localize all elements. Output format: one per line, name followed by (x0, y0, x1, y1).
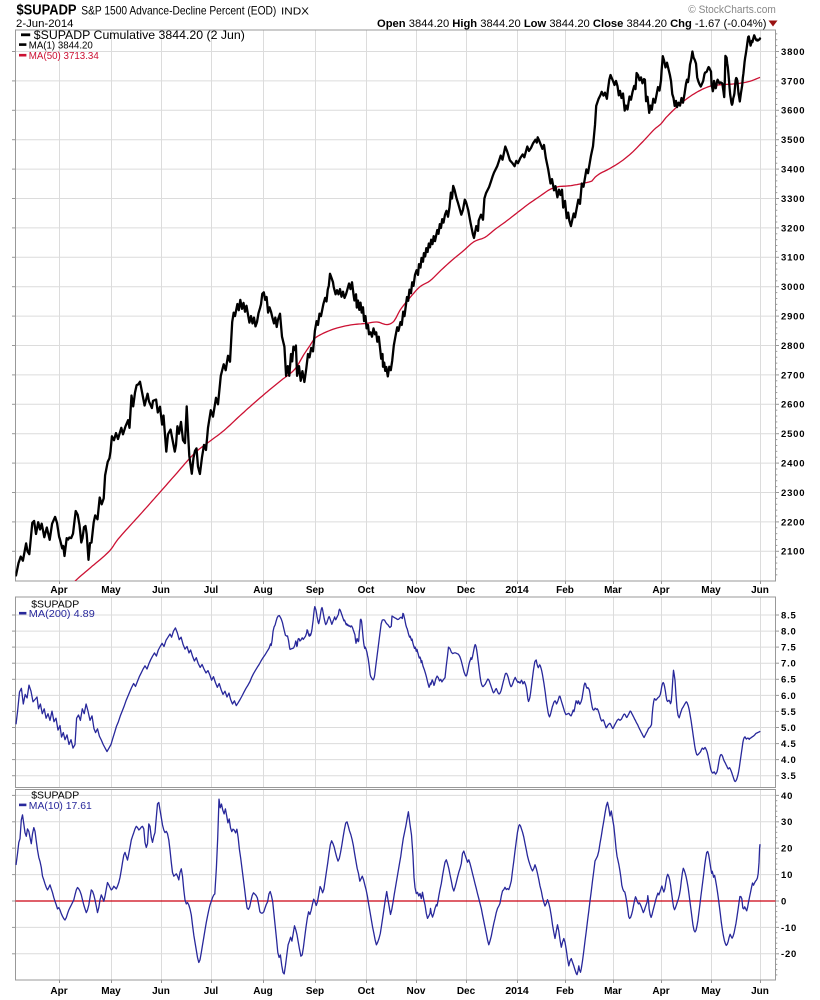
svg-text:2500: 2500 (781, 429, 805, 440)
svg-text:Mar: Mar (604, 585, 622, 596)
svg-text:10: 10 (781, 870, 793, 881)
svg-text:May: May (101, 585, 121, 596)
svg-text:4.5: 4.5 (781, 739, 797, 750)
svg-text:Open 3844.20 High 3844.20 Low: Open 3844.20 High 3844.20 Low 3844.20 Cl… (377, 18, 767, 30)
svg-text:Feb: Feb (556, 986, 574, 997)
svg-text:Oct: Oct (358, 585, 375, 596)
svg-text:3600: 3600 (781, 106, 805, 117)
svg-text:3500: 3500 (781, 135, 805, 146)
svg-text:-10: -10 (781, 923, 797, 934)
svg-text:Aug: Aug (253, 986, 272, 997)
svg-text:May: May (101, 986, 121, 997)
svg-text:2400: 2400 (781, 459, 805, 470)
svg-text:Jun: Jun (152, 585, 170, 596)
svg-text:7.0: 7.0 (781, 659, 797, 670)
svg-text:5.0: 5.0 (781, 723, 797, 734)
svg-text:2200: 2200 (781, 517, 805, 528)
svg-text:MA(1) 3844.20: MA(1) 3844.20 (29, 39, 93, 51)
svg-text:4.0: 4.0 (781, 755, 797, 766)
svg-text:Apr: Apr (50, 585, 67, 596)
svg-text:Aug: Aug (253, 585, 272, 596)
svg-text:2600: 2600 (781, 400, 805, 411)
svg-text:INDX: INDX (281, 6, 309, 18)
svg-text:20: 20 (781, 844, 793, 855)
svg-text:Jul: Jul (204, 986, 219, 997)
svg-text:Sep: Sep (306, 585, 324, 596)
svg-text:Dec: Dec (457, 986, 476, 997)
svg-text:Nov: Nov (407, 585, 426, 596)
svg-text:Sep: Sep (306, 986, 324, 997)
svg-text:$SUPADP Cumulative 3844.20 (2: $SUPADP Cumulative 3844.20 (2 Jun) (34, 28, 245, 42)
svg-text:40: 40 (781, 791, 793, 802)
svg-text:3300: 3300 (781, 194, 805, 205)
svg-text:6.0: 6.0 (781, 691, 797, 702)
svg-text:Jun: Jun (751, 986, 769, 997)
svg-text:7.5: 7.5 (781, 643, 797, 654)
svg-text:May: May (701, 585, 721, 596)
svg-text:3.5: 3.5 (781, 771, 797, 782)
svg-text:8.5: 8.5 (781, 610, 797, 621)
svg-text:2900: 2900 (781, 312, 805, 323)
svg-text:$SUPADP: $SUPADP (17, 2, 77, 19)
svg-text:3000: 3000 (781, 282, 805, 293)
svg-text:3700: 3700 (781, 76, 805, 87)
svg-text:6.5: 6.5 (781, 675, 797, 686)
svg-text:Nov: Nov (407, 986, 426, 997)
svg-text:Oct: Oct (358, 986, 375, 997)
svg-text:2800: 2800 (781, 341, 805, 352)
svg-text:0: 0 (781, 896, 787, 907)
svg-text:3200: 3200 (781, 223, 805, 234)
svg-text:MA(200) 4.89: MA(200) 4.89 (29, 608, 95, 620)
svg-text:MA(50) 3713.34: MA(50) 3713.34 (29, 50, 99, 62)
svg-text:-20: -20 (781, 949, 797, 960)
svg-text:May: May (701, 986, 721, 997)
svg-text:Apr: Apr (652, 585, 669, 596)
svg-text:Apr: Apr (652, 986, 669, 997)
svg-text:Dec: Dec (457, 585, 476, 596)
svg-text:MA(10) 17.61: MA(10) 17.61 (29, 800, 92, 812)
svg-text:S&P 1500 Advance-Decline Perce: S&P 1500 Advance-Decline Percent (EOD) (81, 4, 276, 18)
svg-text:Apr: Apr (50, 986, 67, 997)
svg-text:$SUPADP: $SUPADP (31, 599, 79, 611)
svg-text:Mar: Mar (604, 986, 622, 997)
svg-text:Feb: Feb (556, 585, 574, 596)
svg-text:2014: 2014 (505, 985, 529, 997)
svg-text:Jun: Jun (152, 986, 170, 997)
svg-text:30: 30 (781, 817, 793, 828)
svg-text:3800: 3800 (781, 47, 805, 58)
svg-text:2014: 2014 (505, 584, 529, 596)
svg-text:$SUPADP: $SUPADP (31, 790, 79, 802)
svg-text:2-Jun-2014: 2-Jun-2014 (16, 18, 74, 30)
svg-text:Jun: Jun (751, 585, 769, 596)
svg-text:2700: 2700 (781, 370, 805, 381)
svg-text:8.0: 8.0 (781, 627, 797, 638)
svg-text:3400: 3400 (781, 165, 805, 176)
svg-text:2100: 2100 (781, 547, 805, 558)
svg-text:Jul: Jul (204, 585, 219, 596)
svg-text:5.5: 5.5 (781, 707, 797, 718)
svg-text:3100: 3100 (781, 253, 805, 264)
svg-text:© StockCharts.com: © StockCharts.com (688, 4, 776, 16)
svg-text:2300: 2300 (781, 488, 805, 499)
